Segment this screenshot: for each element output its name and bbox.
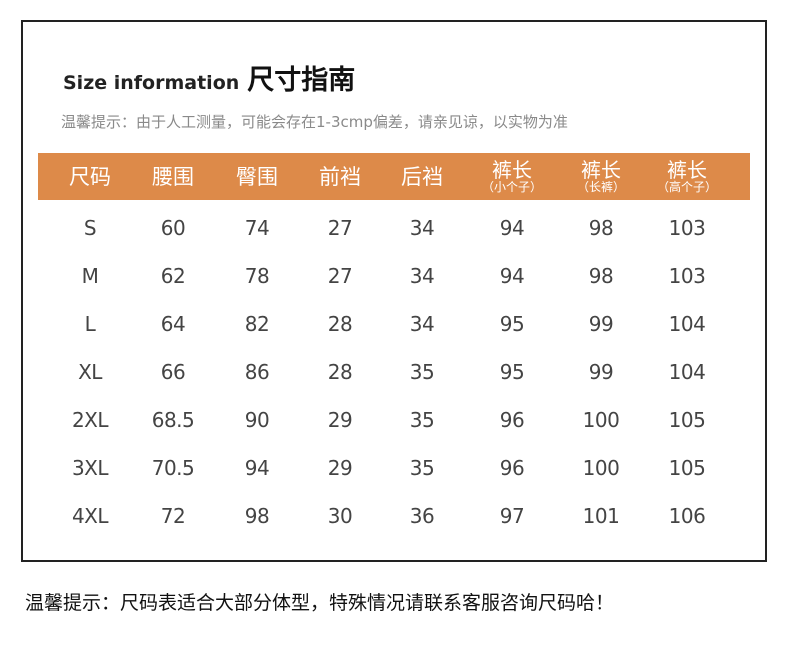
header-label: 前裆 [319,164,361,189]
cell-length-tall: 104 [668,312,706,336]
cell-hip: 78 [244,264,270,288]
header-sublabel: （小个子） [481,179,543,194]
cell-length-petite: 97 [499,504,525,528]
footer-note: 温馨提示：尺码表适合大部分体型，特殊情况请联系客服咨询尺码哈！ [25,592,615,614]
cell-size: S [83,216,97,240]
cell-hip: 86 [244,360,270,384]
cell-size: L [84,312,96,336]
cell-back-rise: 36 [409,504,435,528]
table-row: S 60 74 27 34 94 98 103 [0,204,790,252]
cell-front-rise: 29 [327,456,353,480]
header-label: 裤长 [666,157,707,182]
cell-front-rise: 27 [327,264,353,288]
cell-size: 2XL [71,408,109,432]
table-row: M 62 78 27 34 94 98 103 [0,252,790,300]
header-cell-waist: 腰围 [152,153,194,200]
cell-length-petite: 96 [499,408,525,432]
cell-length-regular: 98 [588,264,614,288]
cell-back-rise: 35 [409,360,435,384]
cell-length-tall: 103 [668,216,706,240]
cell-length-regular: 100 [582,456,620,480]
cell-back-rise: 35 [409,456,435,480]
cell-length-tall: 106 [668,504,706,528]
cell-waist: 66 [160,360,186,384]
cell-length-tall: 105 [668,408,706,432]
header-cell-hip: 臀围 [236,153,278,200]
cell-front-rise: 28 [327,312,353,336]
cell-length-tall: 103 [668,264,706,288]
cell-back-rise: 34 [409,264,435,288]
header-cell-length-tall: 裤长 （高个子） [657,153,717,200]
cell-size: 4XL [71,504,109,528]
cell-waist: 62 [160,264,186,288]
cell-length-regular: 99 [588,360,614,384]
cell-hip: 74 [244,216,270,240]
table-row: L 64 82 28 34 95 99 104 [0,300,790,348]
cell-size: 3XL [71,456,109,480]
page-title: Size information 尺寸指南 [63,58,355,98]
table-header: 尺码 腰围 臀围 前裆 后裆 裤长 （小个子） 裤长 （长裤） 裤长 （高个子） [38,153,750,200]
header-sublabel: （高个子） [656,179,718,194]
header-label: 后裆 [401,164,443,189]
cell-length-petite: 95 [499,312,525,336]
cell-size: M [81,264,99,288]
header-cell-length-regular: 裤长 （长裤） [577,153,625,200]
measurement-tip: 温馨提示：由于人工测量，可能会存在1-3cmp偏差，请亲见谅，以实物为准 [61,113,568,131]
cell-hip: 82 [244,312,270,336]
cell-length-tall: 104 [668,360,706,384]
cell-waist: 60 [160,216,186,240]
cell-length-petite: 94 [499,216,525,240]
cell-back-rise: 34 [409,312,435,336]
cell-size: XL [78,360,102,384]
cell-length-tall: 105 [668,456,706,480]
cell-waist: 68.5 [151,408,195,432]
cell-back-rise: 35 [409,408,435,432]
header-cell-length-petite: 裤长 （小个子） [482,153,542,200]
cell-hip: 94 [244,456,270,480]
cell-hip: 98 [244,504,270,528]
cell-front-rise: 27 [327,216,353,240]
table-row: 3XL 70.5 94 29 35 96 100 105 [0,444,790,492]
title-english: Size information [63,72,240,94]
header-sublabel: （长裤） [576,179,626,194]
cell-front-rise: 28 [327,360,353,384]
header-cell-size: 尺码 [69,153,111,200]
cell-front-rise: 29 [327,408,353,432]
cell-hip: 90 [244,408,270,432]
header-label: 裤长 [491,157,532,182]
table-row: 4XL 72 98 30 36 97 101 106 [0,492,790,540]
table-row: 2XL 68.5 90 29 35 96 100 105 [0,396,790,444]
header-cell-back-rise: 后裆 [401,153,443,200]
header-cell-front-rise: 前裆 [319,153,361,200]
cell-length-regular: 98 [588,216,614,240]
cell-waist: 72 [160,504,186,528]
header-label: 尺码 [69,164,111,189]
cell-length-petite: 95 [499,360,525,384]
title-chinese: 尺寸指南 [247,65,356,96]
cell-length-regular: 101 [582,504,620,528]
cell-waist: 70.5 [151,456,195,480]
size-chart-frame [21,20,767,562]
cell-front-rise: 30 [327,504,353,528]
cell-length-regular: 100 [582,408,620,432]
header-label: 裤长 [580,157,621,182]
cell-length-petite: 96 [499,456,525,480]
cell-length-regular: 99 [588,312,614,336]
cell-length-petite: 94 [499,264,525,288]
table-row: XL 66 86 28 35 95 99 104 [0,348,790,396]
header-label: 臀围 [236,164,278,189]
cell-back-rise: 34 [409,216,435,240]
cell-waist: 64 [160,312,186,336]
header-label: 腰围 [152,164,194,189]
